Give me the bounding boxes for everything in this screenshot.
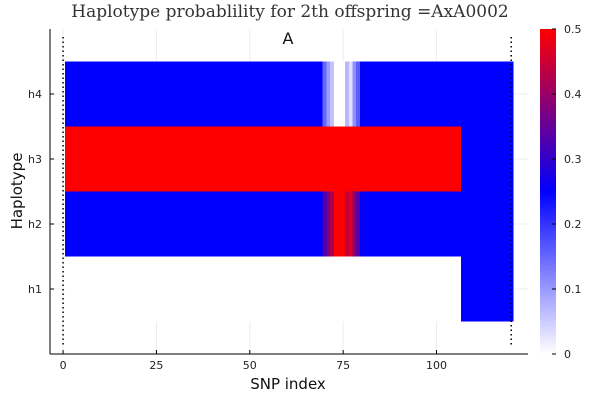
panel-label: A [283, 29, 294, 48]
colorbar: 0 0.1 0.2 0.3 0.4 0.5 [540, 23, 582, 361]
x-axis-label: SNP index [250, 375, 326, 393]
chart-title: Haplotype probablility for 2th offspring… [71, 2, 508, 22]
heatmap-cell-h2-20 [356, 191, 361, 257]
colorbar-tick-label-3: 0.3 [564, 153, 582, 166]
x-tick-labels: 0 25 50 75 100 [60, 359, 447, 372]
y-tick-labels: h1 h2 h3 h4 [28, 88, 42, 296]
plot-axes [49, 29, 528, 355]
heatmap-cell-h4-8 [356, 61, 361, 127]
heatmap-cell-h2-16 [333, 191, 346, 257]
x-tick-label-50: 50 [243, 359, 257, 372]
x-tick-label-0: 0 [60, 359, 67, 372]
heatmap-cell-h2-21 [359, 191, 462, 257]
y-tick-label-h4: h4 [28, 88, 42, 101]
colorbar-tick-label-5: 0.5 [564, 23, 582, 36]
heatmap-cell-h4-0 [64, 61, 324, 127]
heatmap-cell-h2-22 [460, 191, 514, 257]
heatmap-cell-h4-3 [330, 61, 335, 127]
colorbar-tick-label-2: 0.2 [564, 218, 582, 231]
heatmap-cell-h3-10 [64, 126, 462, 192]
heatmap-cell-h4-5 [345, 61, 350, 127]
x-tick-label-100: 100 [426, 359, 447, 372]
heatmap-cell-h2-18 [348, 191, 353, 257]
colorbar-tick-label-1: 0.1 [564, 283, 582, 296]
heatmap-cell-h1-24 [460, 256, 514, 322]
heatmap-cell-h2-13 [322, 191, 327, 257]
heatmap-cell-h2-15 [330, 191, 335, 257]
x-tick-label-25: 25 [149, 359, 163, 372]
heatmap-cell-h2-19 [352, 191, 357, 257]
y-tick-label-h1: h1 [28, 283, 42, 296]
heatmap-cell-h4-4 [333, 61, 346, 127]
colorbar-tick-label-4: 0.4 [564, 88, 582, 101]
heatmap-cell-h4-1 [322, 61, 327, 127]
heatmap-cell-h4-9 [359, 61, 514, 127]
colorbar-tick-label-0: 0 [564, 348, 571, 361]
heatmap-cell-h1-23 [64, 256, 462, 322]
marker-lines [62, 37, 512, 346]
heatmap-cell-h4-2 [326, 61, 331, 127]
y-tick-label-h2: h2 [28, 218, 42, 231]
y-tick-label-h3: h3 [28, 153, 42, 166]
heatmap-cells [64, 61, 514, 322]
heatmap-cell-h2-14 [326, 191, 331, 257]
heatmap-cell-h4-7 [352, 61, 357, 127]
x-tick-label-75: 75 [336, 359, 350, 372]
heatmap-cell-h2-12 [64, 191, 324, 257]
heatmap-cell-h2-17 [345, 191, 350, 257]
y-axis-label: Haplotype [8, 153, 26, 230]
heatmap-cell-h4-6 [348, 61, 353, 127]
heatmap-cell-h3-11 [460, 126, 514, 192]
colorbar-gradient [540, 29, 556, 354]
